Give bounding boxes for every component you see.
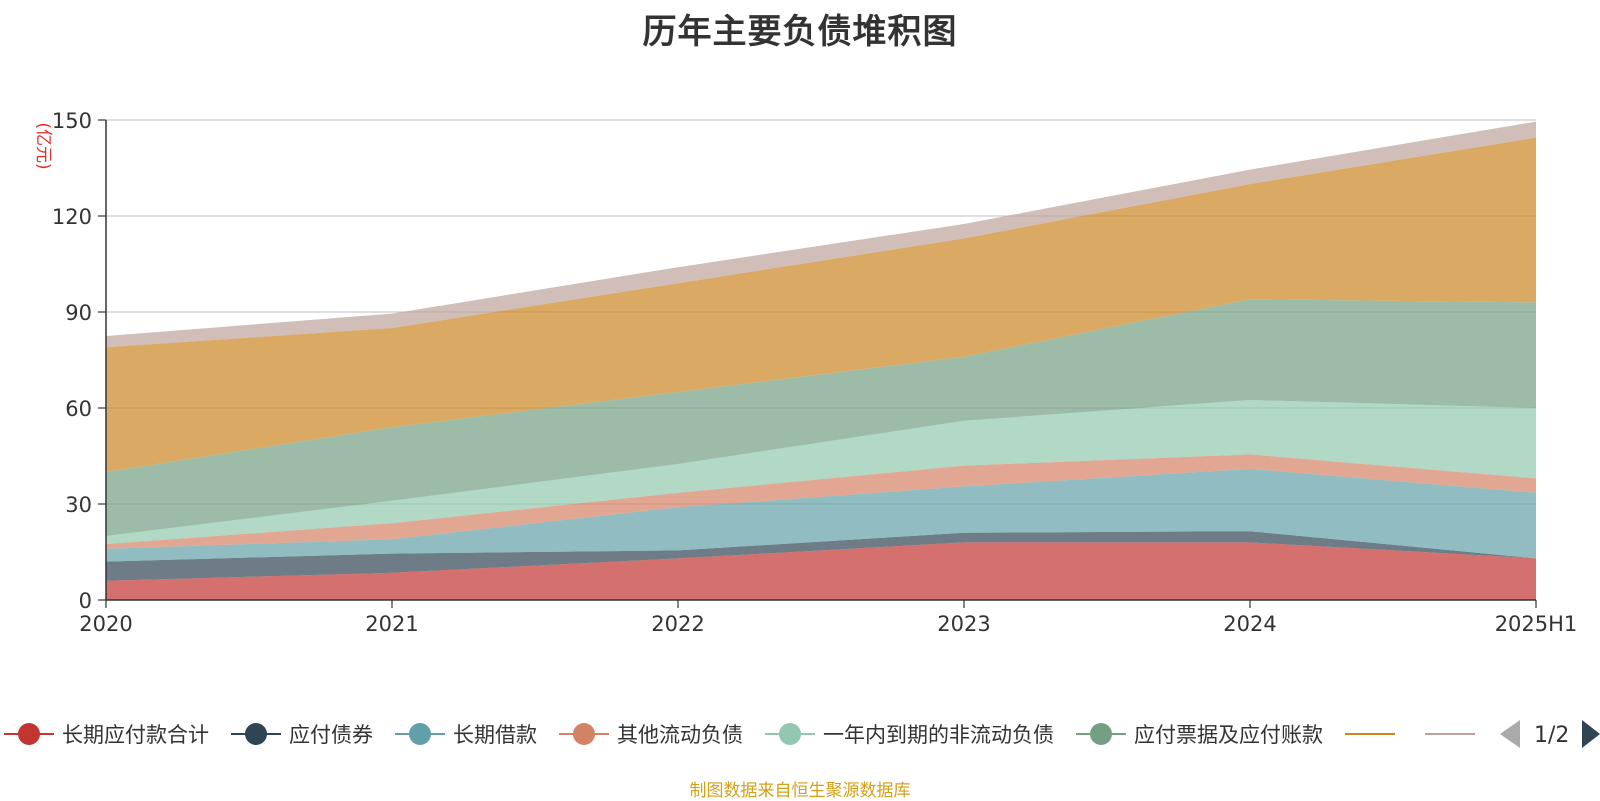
legend-item-2[interactable]: 长期借款 [395,723,537,747]
y-tick-label: 90 [65,301,92,325]
legend-item-4[interactable]: 一年内到期的非流动负债 [765,723,1054,747]
x-tick-label: 2020 [79,612,132,636]
area-series [106,121,1536,600]
x-tick-label: 2024 [1223,612,1276,636]
y-tick-label: 150 [52,109,92,133]
legend-item-0[interactable]: 长期应付款合计 [4,723,209,747]
legend-next-icon[interactable] [1582,720,1600,748]
axes: 0 30 60 90 120 150(亿元) 2020 2021 2022 2023 2024 202… [33,109,1577,636]
legend-item-1[interactable]: 应付债券 [231,723,373,747]
legend[interactable]: 长期应付款合计 应付债券 长期借款 其他流动负债 一年内到期的非流动负债 应付票据及应付账… [4,723,1475,747]
x-tick-label: 2021 [365,612,418,636]
legend-pager[interactable]: 1/2 [1500,720,1600,748]
legend-label: 应付债券 [289,723,373,747]
legend-label: 长期借款 [453,723,537,747]
area-series-6 [106,137,1536,472]
legend-marker [573,723,595,745]
legend-page-indicator: 1/2 [1534,723,1569,748]
area-series-3 [106,454,1536,549]
x-tick-label: 2022 [651,612,704,636]
area-series-5 [106,299,1536,536]
area-series-0 [106,542,1536,600]
chart-title: 历年主要负债堆积图 [642,12,958,52]
y-tick-label: 120 [52,205,92,229]
legend-marker [18,723,40,745]
legend-label: 一年内到期的非流动负债 [823,723,1054,747]
y-tick-label: 0 [79,589,92,613]
y-tick-label: 30 [65,493,92,517]
legend-label: 应付票据及应付账款 [1134,723,1323,747]
legend-label: 长期应付款合计 [62,723,209,747]
source-note: 制图数据来自恒生聚源数据库 [689,781,911,801]
area-series-1 [106,531,1536,581]
legend-marker [245,723,267,745]
area-series-2 [106,468,1536,562]
x-tick-label: 2023 [937,612,990,636]
legend-item-5[interactable]: 应付票据及应付账款 [1076,723,1323,747]
x-tick-label: 2025H1 [1495,612,1578,636]
legend-marker [409,723,431,745]
legend-marker [1090,723,1112,745]
legend-item-3[interactable]: 其他流动负债 [559,723,743,747]
legend-label: 其他流动负债 [617,723,743,747]
legend-prev-icon[interactable] [1500,720,1520,748]
legend-marker [779,723,801,745]
area-series-4 [106,400,1536,544]
y-unit-label: (亿元) [33,122,53,169]
y-tick-label: 60 [65,397,92,421]
